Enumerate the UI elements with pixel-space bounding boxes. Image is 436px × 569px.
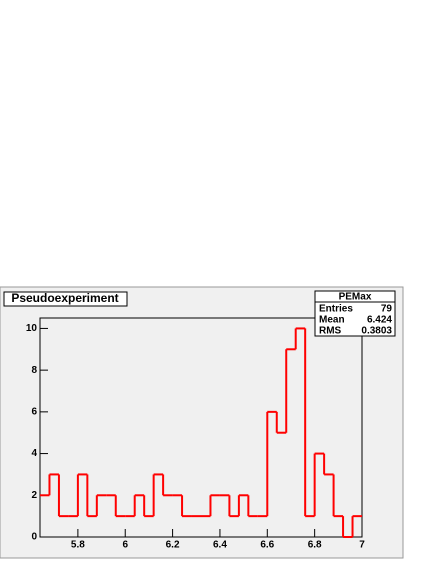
frame xyxy=(39,317,363,538)
stats-box xyxy=(314,290,396,337)
stats-label: RMS xyxy=(319,326,342,337)
x-tick-label: 6.6 xyxy=(260,540,274,551)
x-tick-label: 7 xyxy=(359,540,365,551)
y-tick-label: 10 xyxy=(26,323,38,334)
y-tick-label: 4 xyxy=(31,448,37,459)
y-tick-label: 2 xyxy=(31,490,37,501)
title-box xyxy=(3,291,128,307)
y-tick-label: 0 xyxy=(31,532,37,543)
stats-value: 0.3803 xyxy=(361,326,392,337)
x-tick-label: 6.8 xyxy=(308,540,322,551)
x-tick-label: 5.8 xyxy=(71,540,85,551)
x-tick-label: 6.4 xyxy=(213,540,227,551)
stats-value: 79 xyxy=(381,304,393,315)
stats-title: PEMax xyxy=(339,292,372,303)
x-tick-label: 6.2 xyxy=(166,540,180,551)
stats-value: 6.424 xyxy=(367,315,392,326)
y-tick-label: 8 xyxy=(31,365,37,376)
chart-title: Pseudoexperiment xyxy=(11,291,118,305)
stats-label: Mean xyxy=(319,315,345,326)
y-tick-label: 6 xyxy=(31,406,37,417)
stats-label: Entries xyxy=(319,304,353,315)
x-tick-label: 6 xyxy=(122,540,128,551)
